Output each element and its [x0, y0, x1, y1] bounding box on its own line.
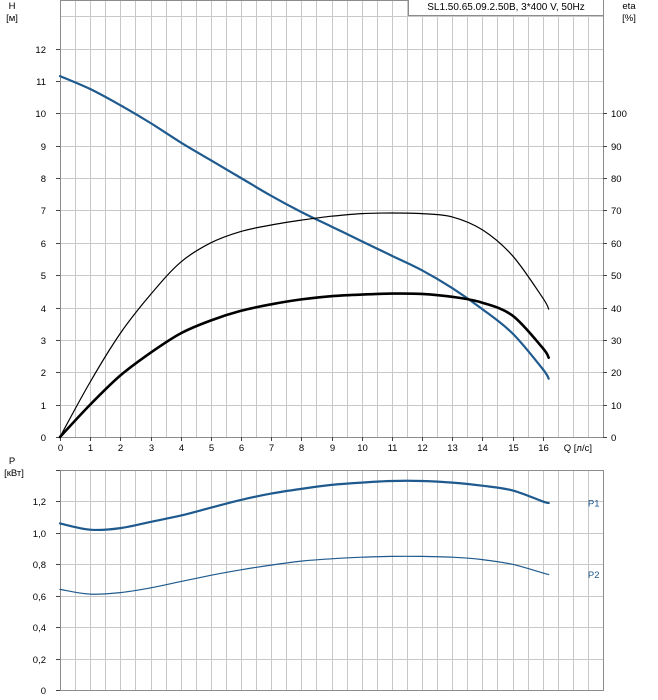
- h-tick-label: 5: [41, 271, 46, 282]
- p-axis-unit: [кВт]: [4, 468, 24, 479]
- h-tick-label: 9: [41, 142, 46, 153]
- lower-plot-frame: [60, 470, 604, 691]
- q-axis-label: Q [л/с]: [564, 443, 592, 454]
- h-tick-label: 3: [41, 336, 46, 347]
- h-tick-label: 0: [41, 433, 46, 444]
- q-tick-label: 2: [118, 443, 123, 454]
- eta-axis-unit: [%]: [622, 13, 636, 24]
- h-tick-label: 2: [41, 368, 46, 379]
- h-axis-unit: [м]: [6, 13, 18, 24]
- p-tick-label: 1,0: [33, 529, 46, 540]
- p-tick-label: 1,2: [33, 497, 46, 508]
- p1-curve: [58, 479, 550, 532]
- q-tick-label: 7: [269, 443, 274, 454]
- q-tick-label: 16: [538, 443, 549, 454]
- hydraulic-efficiency-curve: [59, 212, 550, 438]
- p1-series-label: P1: [588, 499, 600, 510]
- lower-chart-series: [58, 479, 550, 595]
- p-axis-label: P: [9, 456, 15, 467]
- model-label-box: SL1.50.65.09.2.50B, 3*400 V, 50Hz: [408, 0, 604, 16]
- eta-tick-label: 0: [611, 433, 616, 444]
- h-tick-label: 12: [35, 45, 46, 56]
- q-tick-label: 4: [179, 443, 184, 454]
- h-tick-label: 8: [41, 174, 46, 185]
- q-tick-label: 5: [209, 443, 214, 454]
- q-tick-label: 6: [239, 443, 244, 454]
- h-tick-label: 10: [35, 109, 46, 120]
- h-tick-label: 7: [41, 206, 46, 217]
- h-tick-label: 11: [36, 77, 46, 88]
- eta-tick-label: 30: [611, 336, 622, 347]
- p-tick-label: 0,2: [33, 655, 46, 666]
- q-tick-label: 9: [330, 443, 335, 454]
- p-tick-label: 0,6: [33, 592, 46, 603]
- q-tick-label: 12: [417, 443, 428, 454]
- h-tick-label: 1: [41, 401, 46, 412]
- q-tick-label: 1: [88, 443, 93, 454]
- h-tick-label: 4: [41, 304, 46, 315]
- eta-tick-label: 100: [611, 109, 627, 120]
- q-tick-label: 11: [388, 443, 398, 454]
- q-tick-label: 13: [447, 443, 458, 454]
- eta-tick-label: 70: [611, 206, 622, 217]
- lower-chart-grid: [56, 470, 604, 691]
- eta-tick-label: 80: [611, 174, 622, 185]
- p2-series-label: P2: [588, 570, 600, 581]
- p-tick-label: 0: [41, 686, 46, 697]
- q-tick-label: 14: [477, 443, 488, 454]
- p-tick-label: 0,4: [33, 623, 46, 634]
- q-tick-label: 3: [149, 443, 154, 454]
- p-tick-label: 0,8: [33, 560, 46, 571]
- eta-tick-label: 60: [611, 239, 622, 250]
- q-tick-label: 8: [299, 443, 304, 454]
- q-tick-label: 0: [58, 443, 63, 454]
- eta-tick-label: 20: [611, 368, 622, 379]
- eta-tick-label: 90: [611, 142, 622, 153]
- q-tick-label: 15: [508, 443, 519, 454]
- eta-axis-label: eta: [622, 1, 636, 12]
- eta-tick-label: 40: [611, 304, 622, 315]
- total-efficiency-curve: [58, 292, 550, 439]
- p2-curve: [59, 555, 550, 595]
- upper-chart-grid: [56, 0, 607, 441]
- q-tick-label: 10: [357, 443, 368, 454]
- h-axis-label: H: [9, 1, 16, 12]
- eta-tick-label: 50: [611, 271, 622, 282]
- model-label: SL1.50.65.09.2.50B, 3*400 V, 50Hz: [427, 2, 585, 13]
- h-tick-label: 6: [41, 239, 46, 250]
- head-curve: [58, 75, 550, 380]
- eta-tick-label: 10: [611, 401, 622, 412]
- upper-chart-series: [58, 75, 550, 439]
